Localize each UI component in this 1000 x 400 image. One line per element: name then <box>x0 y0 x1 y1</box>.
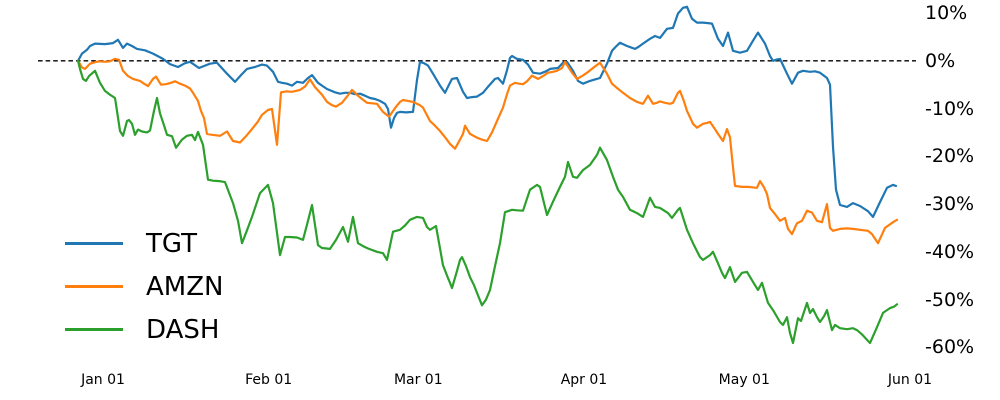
legend-line-swatch-dash <box>65 328 123 331</box>
y-axis-tick-label: -10% <box>925 97 975 120</box>
series-line-tgt <box>76 5 898 218</box>
y-axis-tick-label: -20% <box>925 145 975 168</box>
y-axis-tick-label: -40% <box>925 240 975 263</box>
y-axis-tick-label: -50% <box>925 288 975 311</box>
legend-line-swatch-tgt <box>65 242 123 245</box>
legend-label-tgt: TGT <box>146 228 197 259</box>
series-line-amzn <box>76 57 899 245</box>
y-axis-tick-label: -30% <box>925 193 975 216</box>
legend-item-tgt: TGT <box>65 222 223 265</box>
series-line-dash <box>76 59 899 345</box>
y-axis-tick-label: -60% <box>925 336 975 359</box>
legend-item-dash: DASH <box>65 308 223 351</box>
legend: TGT AMZN DASH <box>65 222 223 351</box>
x-axis-tick-label: Apr 01 <box>560 372 608 388</box>
x-axis-tick-label: May 01 <box>718 372 770 388</box>
legend-label-amzn: AMZN <box>146 271 224 302</box>
legend-line-swatch-amzn <box>65 285 123 288</box>
legend-item-amzn: AMZN <box>65 265 223 308</box>
y-axis-tick-label: 10% <box>925 2 968 25</box>
legend-label-dash: DASH <box>146 314 220 345</box>
x-axis-tick-label: Jun 01 <box>887 372 933 388</box>
x-axis-tick-label: Jan 01 <box>81 372 125 388</box>
x-axis-tick-label: Feb 01 <box>245 372 293 388</box>
y-axis-tick-label: 0% <box>925 49 956 72</box>
x-axis-tick-label: Mar 01 <box>393 372 443 388</box>
